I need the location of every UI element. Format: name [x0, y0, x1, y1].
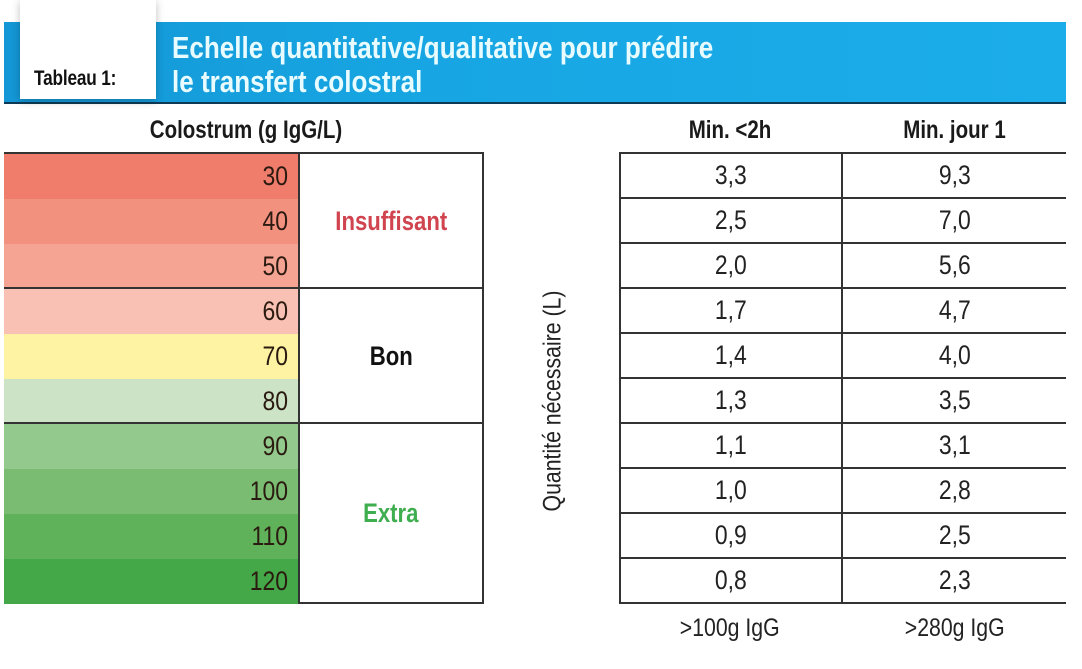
category-insufficient: Insuffisant	[335, 205, 447, 236]
cell-min-day1: 7,0	[938, 205, 971, 235]
table-row: 2,0 5,6	[621, 244, 1066, 289]
table-row: 1,4 4,0	[621, 334, 1066, 379]
cell-min-2h: 1,3	[621, 379, 843, 422]
cell-min-day1: 3,1	[938, 430, 971, 460]
cell-min-day1: 4,7	[938, 295, 971, 325]
footer-min-day1: >280g IgG	[904, 614, 1005, 642]
cell-min-2h: 0,8	[621, 559, 843, 602]
column-heading-min-day1: Min. jour 1	[903, 116, 1006, 144]
cell-min-2h: 2,5	[621, 199, 843, 242]
cell-min-2h: 0,9	[621, 514, 843, 557]
cell-min-day1: 2,3	[938, 565, 971, 595]
cell-min-day1: 9,3	[938, 160, 971, 190]
scale-row: 50	[4, 244, 298, 289]
category-good: Bon	[369, 340, 413, 371]
table-row: 0,9 2,5	[621, 514, 1066, 559]
scale-row: 120	[4, 559, 298, 604]
page-title: Echelle quantitative/qualitative pour pr…	[172, 31, 713, 99]
quantity-axis-label: Quantité nécessaire (L)	[538, 290, 567, 512]
title-line-2: le transfert colostral	[172, 64, 423, 99]
category-extra: Extra	[363, 497, 419, 528]
igg-scale-column: 30 40 50 60 70 80 90 100 110 120	[4, 154, 298, 604]
table-row: 1,1 3,1	[621, 424, 1066, 469]
cell-min-day1: 2,8	[938, 475, 971, 505]
scale-row: 60	[4, 289, 298, 334]
quality-category-column: Insuffisant Bon Extra	[298, 154, 482, 602]
table-number-label: Tableau 1:	[34, 67, 117, 90]
table-row: 0,8 2,3	[621, 559, 1066, 604]
colostrum-scale-table: 30 40 50 60 70 80 90 100 110 120 Insuffi…	[4, 152, 484, 604]
table-row: 3,3 9,3	[621, 154, 1066, 199]
table-row: 1,3 3,5	[621, 379, 1066, 424]
scale-row: 90	[4, 424, 298, 469]
cell-min-2h: 1,7	[621, 289, 843, 332]
group-divider	[4, 422, 484, 424]
scale-row: 40	[4, 199, 298, 244]
scale-row: 70	[4, 334, 298, 379]
table-number-tab: Tableau 1:	[20, 0, 156, 99]
cell-min-2h: 3,3	[621, 154, 843, 197]
cell-min-day1: 4,0	[938, 340, 971, 370]
scale-row: 100	[4, 469, 298, 514]
scale-row: 80	[4, 379, 298, 424]
quantity-table: 3,3 9,3 2,5 7,0 2,0 5,6 1,7 4,7 1,4 4,0 1,3 3,…	[619, 152, 1066, 604]
column-heading-min-2h: Min. <2h	[688, 116, 772, 144]
cell-min-2h: 1,4	[621, 334, 843, 377]
cell-min-2h: 1,1	[621, 424, 843, 467]
cell-min-2h: 2,0	[621, 244, 843, 287]
scale-row: 110	[4, 514, 298, 559]
title-banner	[4, 22, 1066, 104]
table-row: 1,7 4,7	[621, 289, 1066, 334]
title-line-1: Echelle quantitative/qualitative pour pr…	[172, 30, 714, 65]
cell-min-day1: 5,6	[938, 250, 971, 280]
footer-min-2h: >100g IgG	[680, 614, 780, 642]
table-row: 1,0 2,8	[621, 469, 1066, 514]
table-row: 2,5 7,0	[621, 199, 1066, 244]
colostrum-heading: Colostrum (g IgG/L)	[149, 116, 343, 144]
cell-min-day1: 3,5	[938, 385, 971, 415]
cell-min-day1: 2,5	[938, 520, 971, 550]
scale-row: 30	[4, 154, 298, 199]
cell-min-2h: 1,0	[621, 469, 843, 512]
group-divider	[4, 287, 484, 289]
